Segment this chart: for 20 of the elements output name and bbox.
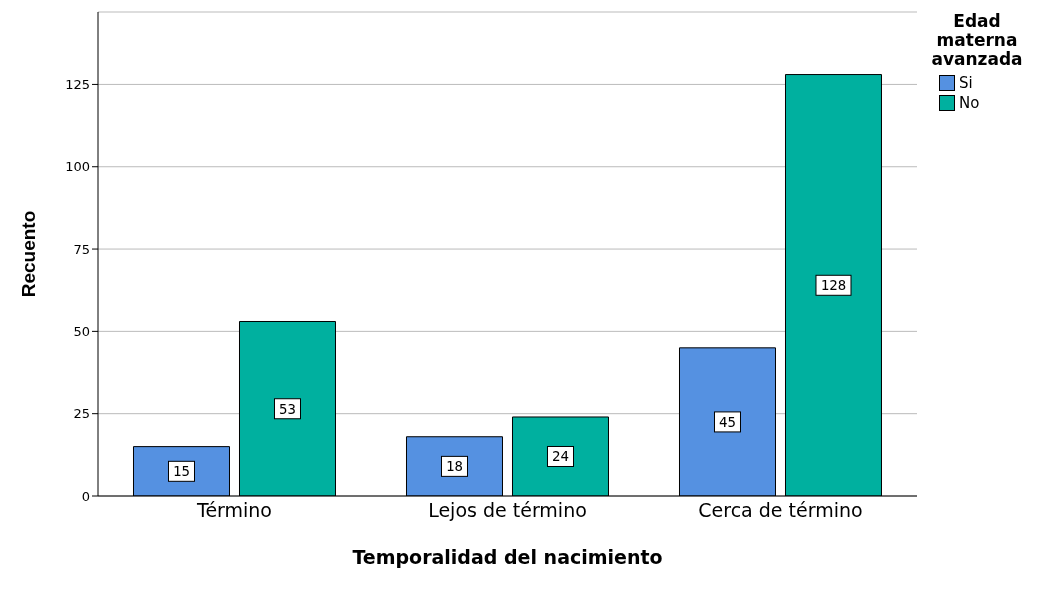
y-tick-label: 0	[81, 488, 90, 504]
y-tick-label: 75	[73, 241, 90, 257]
data-label: 128	[820, 277, 847, 294]
legend-title: Edad materna avanzada	[930, 11, 1024, 69]
data-label: 18	[446, 458, 463, 475]
y-tick-label: 100	[65, 159, 90, 175]
data-label: 24	[552, 448, 569, 465]
y-tick-label: 25	[73, 406, 90, 422]
x-axis-title: Temporalidad del nacimiento	[352, 546, 663, 568]
legend-label: No	[958, 93, 981, 113]
y-tick-label: 50	[73, 323, 90, 339]
data-label: 45	[719, 413, 736, 430]
x-tick-label: Término	[196, 499, 272, 522]
y-tick-label: 125	[65, 77, 90, 93]
x-tick-label: Cerca de término	[698, 499, 863, 522]
y-axis-title: Recuento	[17, 210, 39, 298]
data-label: 15	[173, 463, 190, 480]
data-label: 53	[279, 400, 296, 417]
legend-label: Si	[958, 73, 974, 93]
x-tick-label: Lejos de término	[428, 499, 587, 522]
